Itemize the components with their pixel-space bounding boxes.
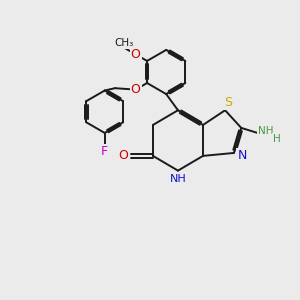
Text: CH₃: CH₃ — [115, 38, 134, 48]
Text: O: O — [118, 149, 128, 162]
Text: O: O — [131, 48, 140, 61]
Text: NH: NH — [258, 126, 274, 136]
Text: S: S — [225, 96, 232, 110]
Text: O: O — [131, 83, 140, 96]
Text: F: F — [101, 145, 108, 158]
Text: N: N — [238, 149, 247, 162]
Text: NH: NH — [170, 174, 187, 184]
Text: H: H — [273, 134, 280, 144]
